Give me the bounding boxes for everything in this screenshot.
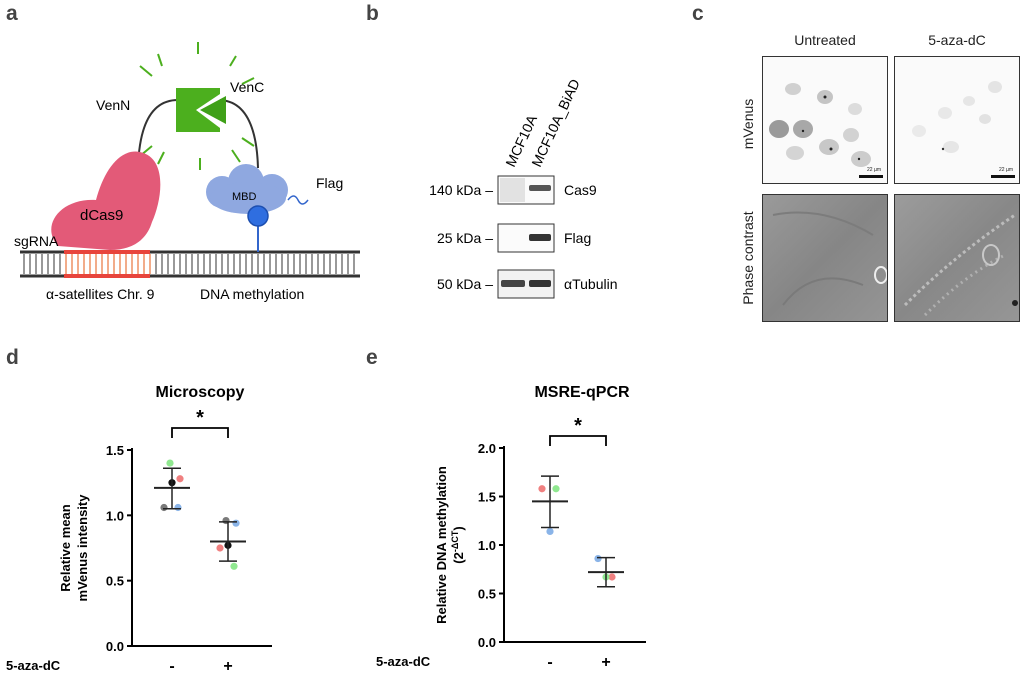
label-venc: VenC (230, 79, 264, 95)
image-mvenus-aza: 22 µm (894, 56, 1020, 184)
image-mvenus-untreated: 22 µm (762, 56, 888, 184)
label-satellites: α-satellites Chr. 9 (46, 286, 155, 302)
scalebar-label-untreated: 22 µm (867, 167, 881, 173)
flag-tag-icon (287, 195, 309, 205)
label-methylation: DNA methylation (200, 286, 304, 302)
blot-band-tubulin-1 (501, 280, 525, 287)
y-axis-label: Relative mean mVenus intensity (58, 494, 90, 602)
row-label-mvenus: mVenus (740, 98, 756, 150)
y-tick-label: 1.0 (478, 538, 496, 553)
image-phase-aza (894, 194, 1020, 322)
y-tick-label: 1.5 (478, 490, 496, 505)
label-venn: VenN (96, 97, 130, 113)
marker-140: 140 kDa – (429, 182, 493, 198)
chart-title: MSRE-qPCR (534, 384, 630, 401)
significance-star: * (574, 415, 582, 437)
y-tick-label: 1.5 (106, 443, 124, 458)
schematic-diagram: VenN VenC dCas9 MBD Flag sgRNA α-satelli… (14, 42, 360, 302)
y-tick-label: 2.0 (478, 441, 496, 456)
significance-bracket (171, 427, 229, 438)
marker-25: 25 kDa – (437, 230, 493, 246)
y-tick-label: 0.5 (106, 574, 124, 589)
protein-tubulin: αTubulin (564, 276, 618, 292)
chart-msre-qpcr: MSRE-qPCR 0.0 0.5 1.0 1.5 2.0 Relative DNA met… (376, 384, 646, 671)
blot-band-cas9 (529, 185, 551, 191)
panel-letter-d: d (6, 346, 19, 369)
chart-microscopy: Microscopy 0.0 0.5 1.0 1.5 Relative mean mVenu… (6, 384, 272, 674)
panel-letter-c: c (692, 2, 704, 25)
column-label-aza: 5-aza-dC (928, 32, 986, 48)
data-point (174, 503, 182, 512)
data-point (546, 527, 554, 536)
data-point (538, 485, 546, 493)
panel-letter-e: e (366, 346, 378, 369)
methyl-group-icon (247, 205, 269, 227)
data-point (176, 475, 184, 483)
y-axis-label: Relative DNA methylation (2-ΔCT) (434, 466, 466, 624)
marker-50: 50 kDa – (437, 276, 493, 292)
column-label-untreated: Untreated (794, 32, 856, 48)
significance-bracket (549, 435, 607, 446)
y-tick-label: 1.0 (106, 508, 124, 523)
category-label: - (169, 658, 174, 674)
image-phase-untreated (762, 194, 888, 322)
panel-letter-b: b (366, 2, 379, 25)
category-label: - (547, 654, 552, 671)
y-tick-label: 0.0 (478, 635, 496, 650)
data-point (230, 562, 238, 570)
venus-split-c-icon (200, 96, 226, 124)
data-point (608, 573, 616, 581)
dcas9-protein-icon (51, 151, 161, 250)
row-label-phase: Phase contrast (740, 211, 756, 305)
scalebar-label-aza: 22 µm (999, 167, 1013, 173)
y-tick-label: 0.0 (106, 639, 124, 654)
dna-strand (20, 250, 360, 278)
mbd-protein-icon (206, 164, 288, 214)
y-tick-label: 0.5 (478, 587, 496, 602)
data-point (594, 554, 602, 563)
western-blot: MCF10A MCF10A_BiAD 140 kDa – Cas9 25 kDa… (429, 76, 618, 299)
chart-title: Microscopy (156, 384, 245, 401)
blot-lane-cas9-mcf10a (500, 178, 525, 202)
category-label: + (223, 658, 232, 674)
label-dcas9: dCas9 (80, 207, 123, 224)
blot-band-flag (529, 234, 551, 241)
x-axis-label: 5-aza-dC (376, 654, 431, 669)
data-point (552, 485, 560, 493)
x-axis-label: 5-aza-dC (6, 658, 61, 673)
label-mbd: MBD (232, 191, 257, 203)
label-sgrna: sgRNA (14, 233, 59, 249)
label-flag: Flag (316, 175, 343, 191)
panel-letter-a: a (6, 2, 18, 25)
data-point (216, 544, 224, 552)
blot-band-tubulin-2 (529, 280, 551, 287)
category-label: + (601, 654, 610, 671)
protein-cas9: Cas9 (564, 182, 597, 198)
significance-star: * (196, 407, 204, 429)
data-point (166, 459, 174, 467)
data-point (232, 519, 240, 527)
data-point (160, 503, 168, 512)
protein-flag: Flag (564, 230, 591, 246)
